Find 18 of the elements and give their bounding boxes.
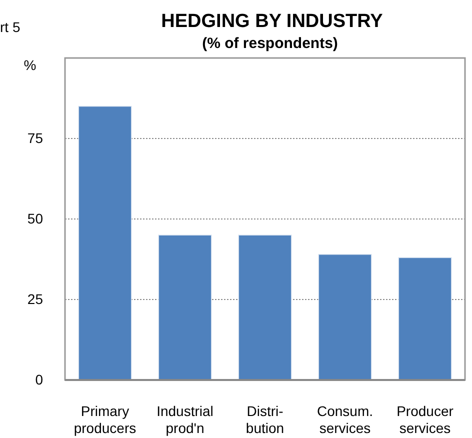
y-tick-label: 75 [27, 130, 44, 146]
bar [78, 106, 132, 380]
x-tick-label: Distri- bution [246, 403, 284, 436]
y-axis-title: % [24, 57, 36, 73]
y-tick-label: 50 [27, 210, 44, 226]
y-tick-label: 0 [35, 371, 44, 388]
bar [318, 254, 372, 380]
bar [238, 234, 292, 380]
x-tick-label: Industrial prod'n [156, 403, 214, 436]
bar [158, 234, 212, 380]
bar [398, 257, 452, 380]
x-tick-label: Primary producers [74, 403, 136, 436]
x-tick-label: Producer services [396, 403, 454, 436]
chart-title: HEDGING BY INDUSTRY [161, 11, 384, 32]
text: rt 5 [0, 19, 20, 35]
chart-subtitle: (% of respondents) [202, 35, 338, 52]
y-tick-label: 25 [27, 290, 44, 307]
x-tick-label: Consum. services [316, 403, 374, 436]
